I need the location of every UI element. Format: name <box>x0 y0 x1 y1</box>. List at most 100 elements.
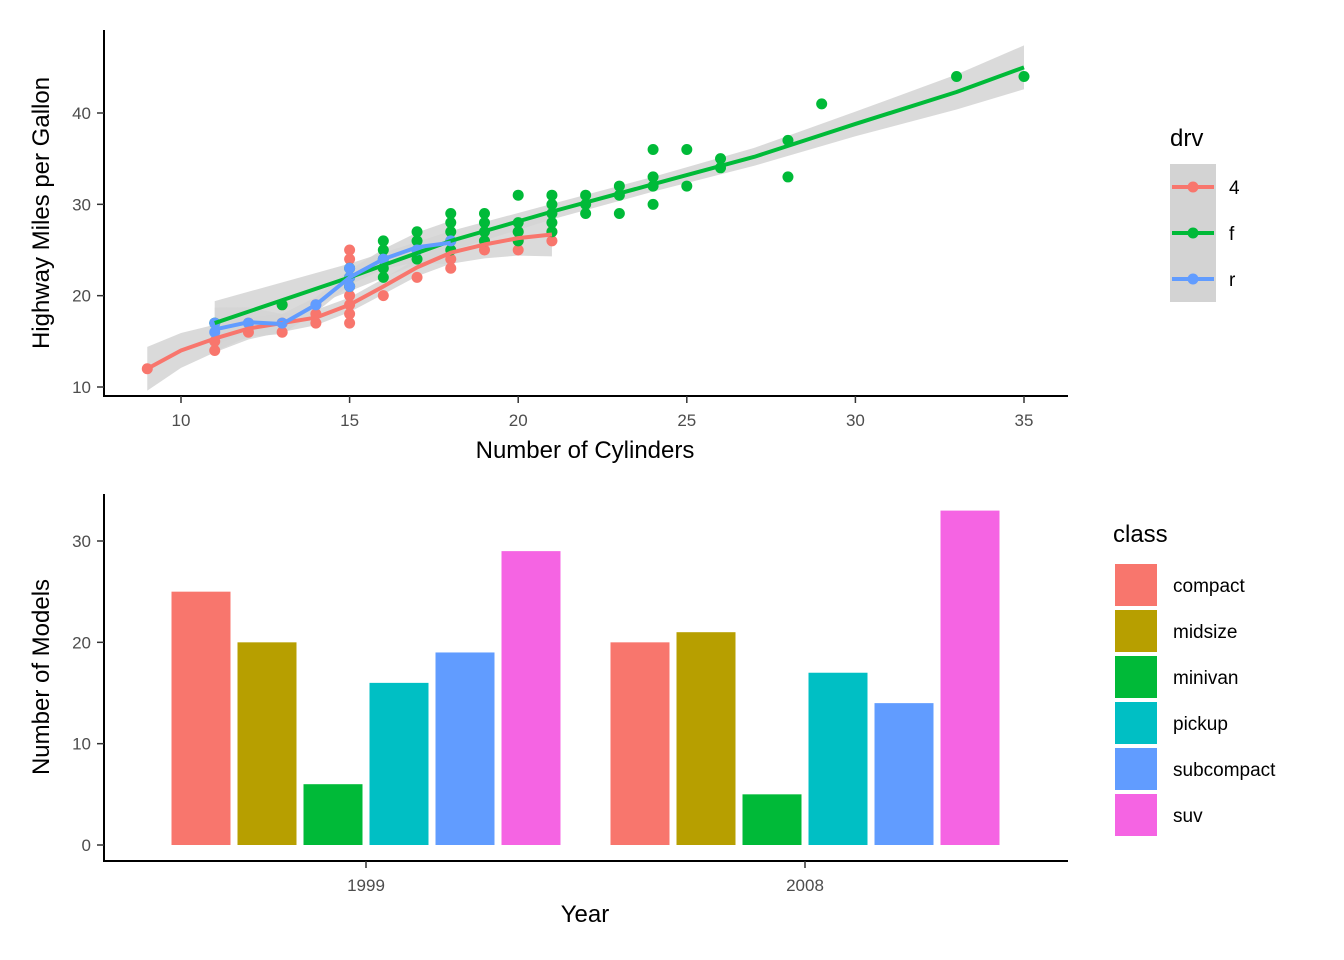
data-point-f <box>816 98 828 110</box>
data-point-f <box>681 144 693 156</box>
data-point-f <box>377 271 389 283</box>
bar-pickup-2008 <box>808 672 868 845</box>
bar-suv-1999 <box>501 551 561 845</box>
data-point-f <box>377 244 389 256</box>
data-point-f <box>478 207 490 219</box>
bar-pickup-1999 <box>369 682 429 845</box>
data-point-4 <box>377 290 389 302</box>
data-point-4 <box>344 244 356 256</box>
data-point-f <box>377 235 389 247</box>
legend-swatch-minivan <box>1115 656 1157 698</box>
legend-label-f: f <box>1229 224 1235 245</box>
bar-compact-2008 <box>610 642 670 845</box>
y-ticks: 0 10 20 30 <box>72 532 104 855</box>
legend-label-compact: compact <box>1173 576 1246 597</box>
legend-title: class <box>1113 521 1168 548</box>
data-point-f <box>647 198 659 210</box>
x-tick-label: 30 <box>846 411 865 430</box>
data-point-f <box>647 144 659 156</box>
legend-drv: drv 4 f r <box>1170 125 1240 302</box>
x-tick-label: 15 <box>340 411 359 430</box>
data-point-4 <box>411 271 423 283</box>
data-point-f <box>613 180 625 192</box>
data-point-f <box>681 180 693 192</box>
x-tick-label: 1999 <box>347 876 385 895</box>
legend-title: drv <box>1170 125 1203 152</box>
data-point-f <box>478 217 490 229</box>
legend-swatch-subcompact <box>1115 748 1157 790</box>
confidence-band-r <box>214 220 451 352</box>
axes <box>103 494 1068 862</box>
bar-midsize-2008 <box>676 632 736 845</box>
y-tick-label: 40 <box>72 104 91 123</box>
y-axis-title: Highway Miles per Gallon <box>28 77 55 349</box>
data-point-4 <box>344 290 356 302</box>
data-point-f <box>445 226 457 238</box>
smooth-line-f <box>214 65 1025 325</box>
scatter-chart: 10 15 20 25 30 35 10 20 30 40 Number of Cylinder… <box>28 30 1240 464</box>
y-tick-label: 20 <box>72 633 91 652</box>
data-point-f <box>951 70 963 82</box>
y-axis-title: Number of Models <box>28 579 55 775</box>
legend-label-pickup: pickup <box>1173 714 1228 735</box>
legend-label-4: 4 <box>1229 178 1240 199</box>
x-ticks: 10 15 20 25 30 35 <box>172 396 1034 430</box>
data-point-f <box>647 171 659 183</box>
data-point-f <box>445 217 457 229</box>
x-tick-label: 20 <box>509 411 528 430</box>
data-point-4 <box>445 262 457 274</box>
data-point-4 <box>445 253 457 265</box>
data-point-4 <box>512 244 524 256</box>
legend-label-subcompact: subcompact <box>1173 760 1276 781</box>
legend-label-suv: suv <box>1173 806 1203 827</box>
data-point-f <box>580 207 592 219</box>
smooth-line-4 <box>146 232 553 371</box>
data-point-f <box>445 207 457 219</box>
bar-suv-2008 <box>940 510 1000 845</box>
data-point-f <box>512 189 524 201</box>
data-point-f <box>546 189 558 201</box>
legend-label-r: r <box>1229 270 1236 291</box>
data-point-4 <box>344 317 356 329</box>
x-axis-title: Number of Cylinders <box>476 437 695 464</box>
x-tick-label: 10 <box>172 411 191 430</box>
axes <box>103 30 1068 397</box>
x-tick-label: 35 <box>1015 411 1034 430</box>
x-tick-label: 2008 <box>786 876 824 895</box>
bar-midsize-1999 <box>237 642 297 845</box>
y-tick-label: 20 <box>72 287 91 306</box>
data-point-4 <box>478 244 490 256</box>
data-point-f <box>512 226 524 238</box>
data-point-f <box>546 217 558 229</box>
bar-minivan-2008 <box>742 794 802 845</box>
legend-class: class compact midsize minivan pickup subcomp… <box>1113 521 1276 836</box>
legend-point-f <box>1187 227 1199 239</box>
data-point-f <box>411 226 423 238</box>
bar-subcompact-2008 <box>874 703 934 845</box>
data-point-f <box>580 189 592 201</box>
data-point-f <box>782 171 794 183</box>
legend-label-midsize: midsize <box>1173 622 1237 643</box>
data-point-f <box>715 153 727 165</box>
smooth-lines <box>146 65 1025 371</box>
legend-label-minivan: minivan <box>1173 668 1238 689</box>
legend-swatch-midsize <box>1115 610 1157 652</box>
bar-chart: 1999 2008 0 10 20 30 Year Number of Models c… <box>28 494 1276 928</box>
x-axis-title: Year <box>561 901 610 928</box>
legend-swatch-pickup <box>1115 702 1157 744</box>
data-point-r <box>344 262 356 274</box>
data-point-4 <box>344 308 356 320</box>
bar-compact-1999 <box>171 591 231 845</box>
legend-swatch-suv <box>1115 794 1157 836</box>
data-point-f <box>546 198 558 210</box>
data-point-4 <box>310 317 322 329</box>
data-point-f <box>613 207 625 219</box>
data-point-f <box>1018 70 1030 82</box>
legend-point-r <box>1187 273 1199 285</box>
data-point-4 <box>344 253 356 265</box>
legend-point-4 <box>1187 181 1199 193</box>
x-tick-label: 25 <box>677 411 696 430</box>
data-point-4 <box>209 344 221 356</box>
bar-subcompact-1999 <box>435 652 495 845</box>
